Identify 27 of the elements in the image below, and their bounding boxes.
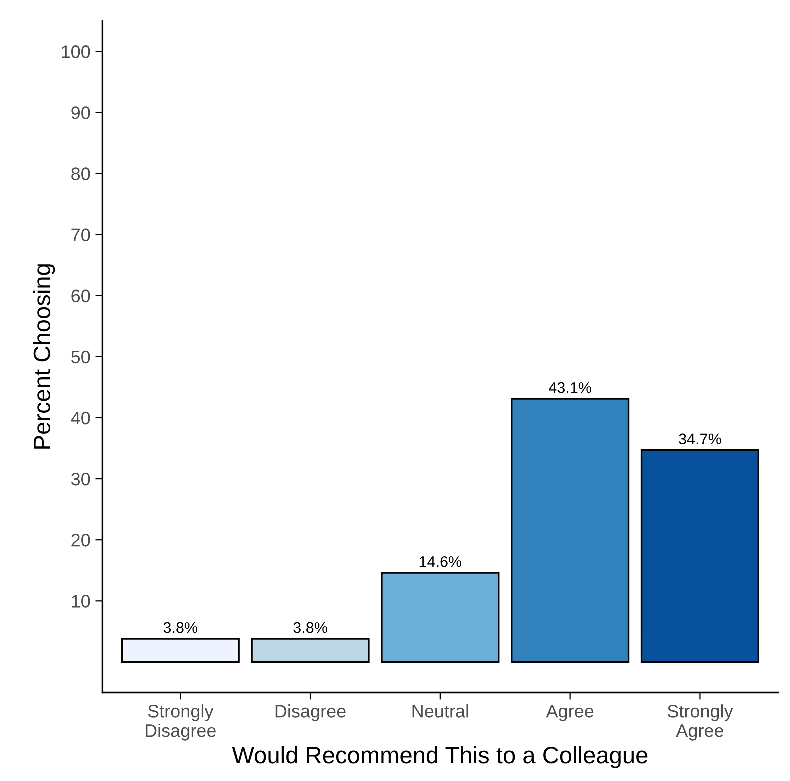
bar (511, 398, 630, 664)
y-tick-label: 80 (72, 168, 90, 180)
data-label: 34.7% (679, 434, 722, 445)
data-label: 43.1% (549, 382, 592, 394)
bar (381, 572, 500, 664)
bar (121, 638, 240, 664)
data-label: 3.8% (164, 622, 198, 634)
x-tick-label: Neutral (412, 704, 468, 718)
x-tick-label: Strongly Agree (668, 704, 734, 741)
y-axis-title: Percent Choosing (33, 264, 56, 449)
y-tick-label: 30 (72, 472, 90, 486)
x-tick-label: Agree (546, 705, 594, 722)
x-tick-label: Disagree (276, 704, 346, 722)
y-tick-label: 100 (62, 46, 90, 58)
y-tick-label: 20 (72, 534, 90, 547)
data-label: 14.6% (420, 556, 462, 568)
y-tick-label: 10 (72, 595, 90, 608)
x-axis-title: Would Recommend This to a Colleague (232, 746, 648, 768)
y-tick-label: 90 (72, 106, 90, 120)
bar (640, 450, 760, 664)
x-tick-label: Strongly Disagree (146, 704, 216, 741)
y-tick-label: 40 (71, 412, 90, 425)
y-tick-label: 50 (72, 350, 90, 364)
bar (251, 638, 370, 664)
data-label: 3.8% (294, 622, 328, 634)
y-tick-label: 70 (72, 228, 90, 242)
y-tick-label: 60 (72, 290, 90, 303)
